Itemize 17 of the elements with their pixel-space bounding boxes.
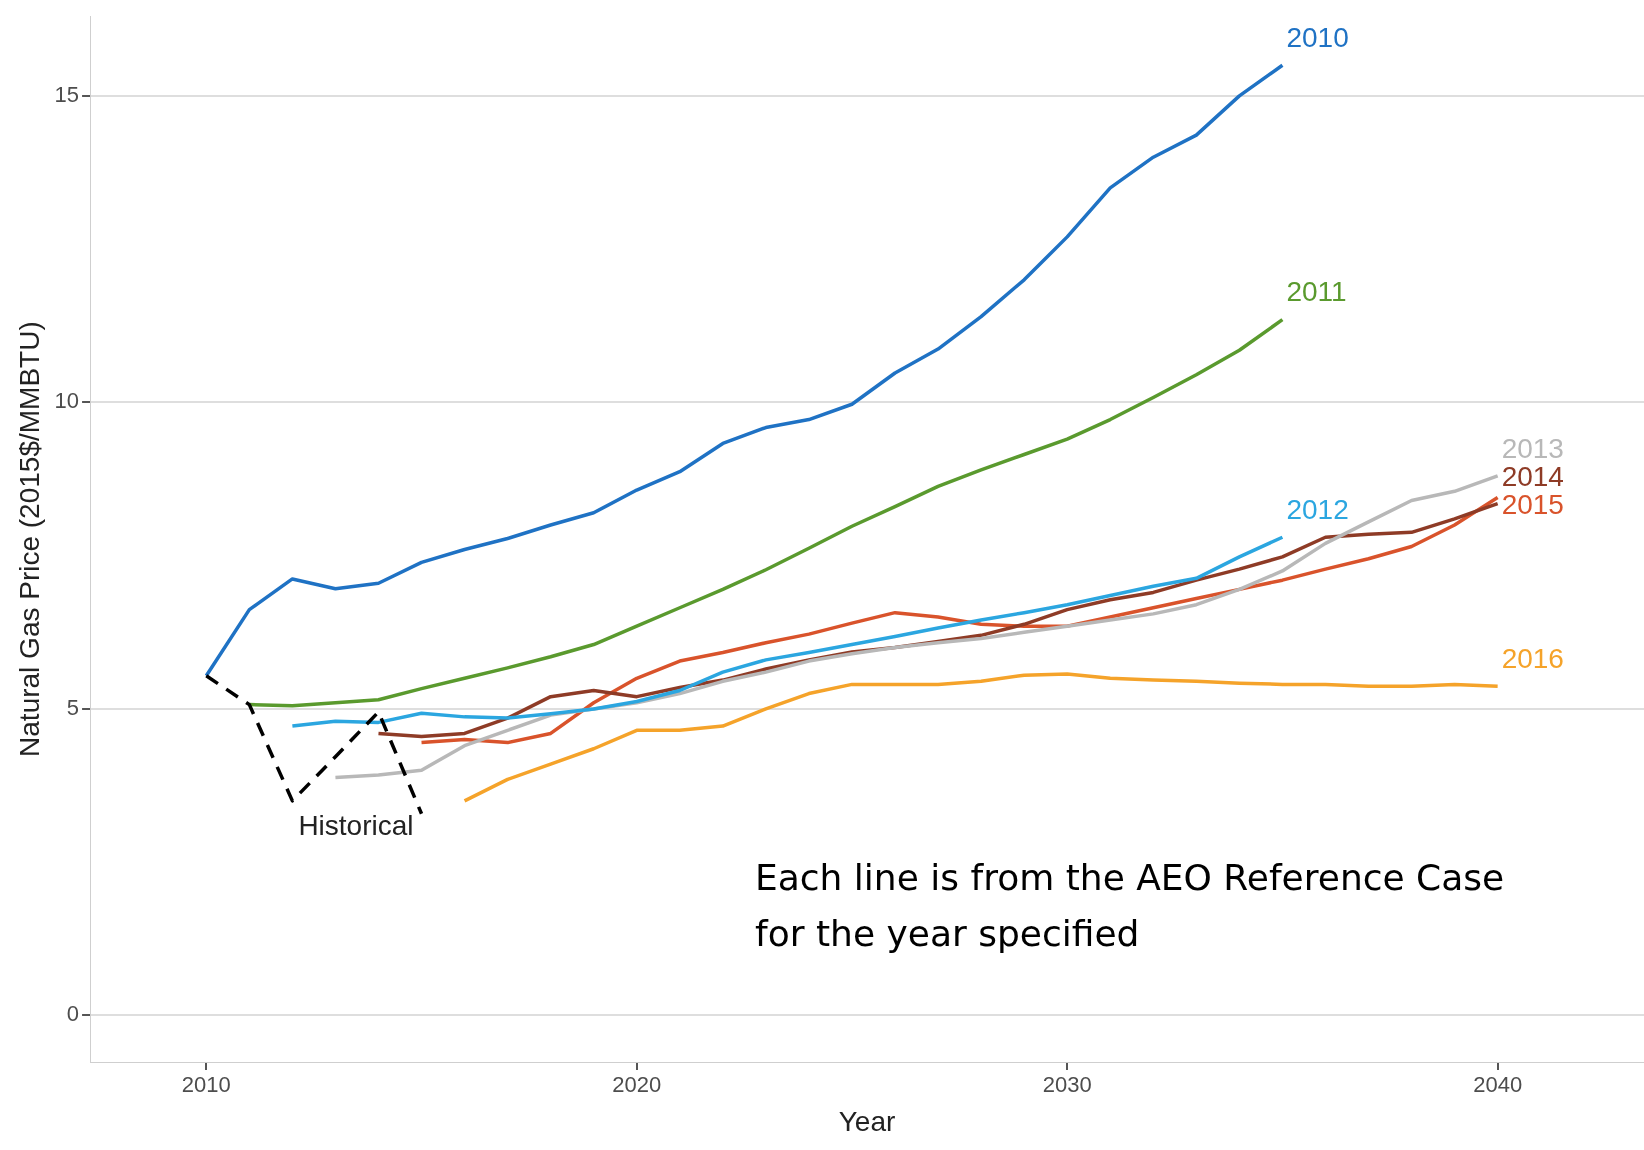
x-axis-title: Year xyxy=(838,1105,896,1137)
y-tick-label: 5 xyxy=(66,694,80,720)
series-label: 2016 xyxy=(1501,642,1564,674)
x-tick-label: 2040 xyxy=(1473,1072,1523,1098)
y-tick-label: 15 xyxy=(54,81,80,107)
y-axis-title: Natural Gas Price (2015$/MMBTU) xyxy=(13,321,45,757)
x-tick-label: 2030 xyxy=(1042,1072,1092,1098)
line-series xyxy=(204,674,424,816)
y-tick-label: 10 xyxy=(54,388,80,414)
series-label: 2011 xyxy=(1286,276,1347,308)
series-label: 2012 xyxy=(1286,493,1349,525)
annotation: Each line is from the AEO Reference Case for the year specified xyxy=(755,856,1506,956)
x-tick-label: 2020 xyxy=(612,1072,662,1098)
series-label: 2010 xyxy=(1286,21,1349,53)
x-tick-label: 2010 xyxy=(181,1072,231,1098)
series-label: Historical xyxy=(298,810,414,842)
y-tick-label: 0 xyxy=(66,1001,80,1027)
